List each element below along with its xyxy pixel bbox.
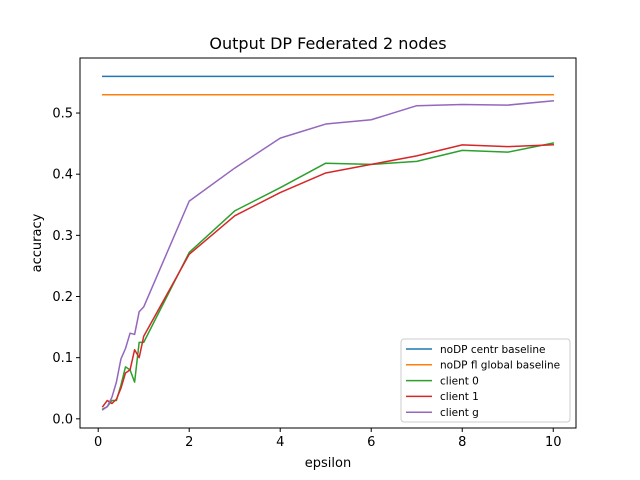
legend: noDP centr baseline noDP fl global baseli…	[400, 338, 571, 423]
series-line-2	[101, 142, 555, 411]
plot-area	[101, 75, 555, 411]
plot-frame	[79, 57, 577, 429]
y-tick-label: 0.3	[52, 229, 73, 244]
legend-box	[400, 338, 571, 423]
x-tick-label: 0	[94, 435, 102, 450]
x-axis-label: epsilon	[305, 456, 351, 471]
series-line-4	[101, 99, 555, 411]
x-axis: 0 2 4 6 8 10	[94, 428, 562, 450]
x-tick-label: 6	[367, 435, 375, 450]
legend-label-0: noDP centr baseline	[440, 344, 545, 356]
y-tick-label: 0.4	[52, 168, 73, 183]
y-tick-label: 0.2	[52, 290, 73, 305]
y-axis: 0.0 0.1 0.2 0.3 0.4 0.5	[52, 107, 80, 427]
x-tick-label: 10	[545, 435, 562, 450]
y-axis-label: accuracy	[30, 213, 45, 272]
series-line-3	[101, 144, 555, 408]
chart-title: Output DP Federated 2 nodes	[209, 34, 446, 53]
y-tick-label: 0.1	[52, 351, 73, 366]
y-tick-label: 0.5	[52, 107, 73, 122]
x-tick-label: 4	[276, 435, 284, 450]
legend-label-1: noDP fl global baseline	[440, 360, 560, 372]
legend-label-4: client g	[440, 407, 479, 419]
legend-label-3: client 1	[440, 391, 479, 403]
x-tick-label: 8	[458, 435, 466, 450]
y-tick-label: 0.0	[52, 412, 73, 427]
x-tick-label: 2	[185, 435, 193, 450]
legend-label-2: client 0	[440, 375, 479, 387]
